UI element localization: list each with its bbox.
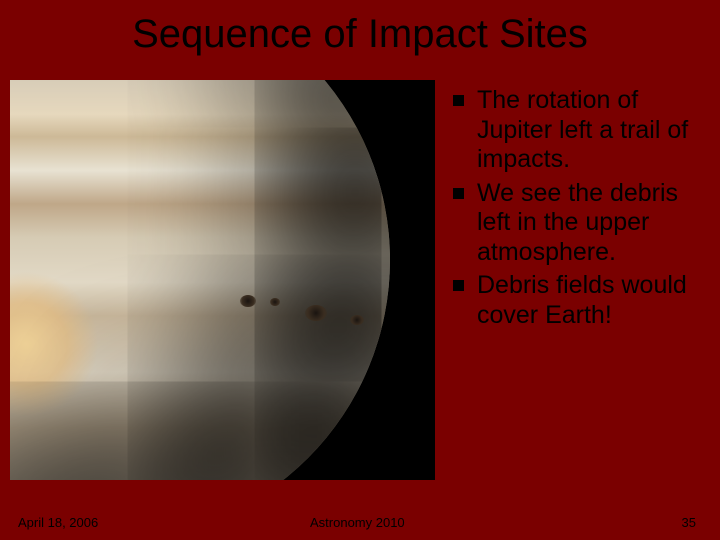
footer-course: Astronomy 2010 — [310, 515, 405, 530]
impact-spot — [270, 298, 280, 306]
slide: Sequence of Impact Sites The rotation of… — [0, 0, 720, 540]
footer-date: April 18, 2006 — [18, 515, 98, 530]
impact-spot — [305, 305, 327, 321]
impact-spot — [350, 315, 364, 325]
jupiter-sphere — [10, 80, 390, 480]
slide-title: Sequence of Impact Sites — [0, 0, 720, 57]
footer-slide-number: 35 — [682, 515, 696, 530]
bullet-item: The rotation of Jupiter left a trail of … — [453, 86, 700, 175]
impact-spot — [240, 295, 256, 307]
content-area: The rotation of Jupiter left a trail of … — [0, 80, 720, 480]
bullet-item: We see the debris left in the upper atmo… — [453, 179, 700, 268]
bullet-list: The rotation of Jupiter left a trail of … — [435, 80, 720, 480]
bullet-item: Debris fields would cover Earth! — [453, 271, 700, 330]
jupiter-impact-photo — [10, 80, 435, 480]
